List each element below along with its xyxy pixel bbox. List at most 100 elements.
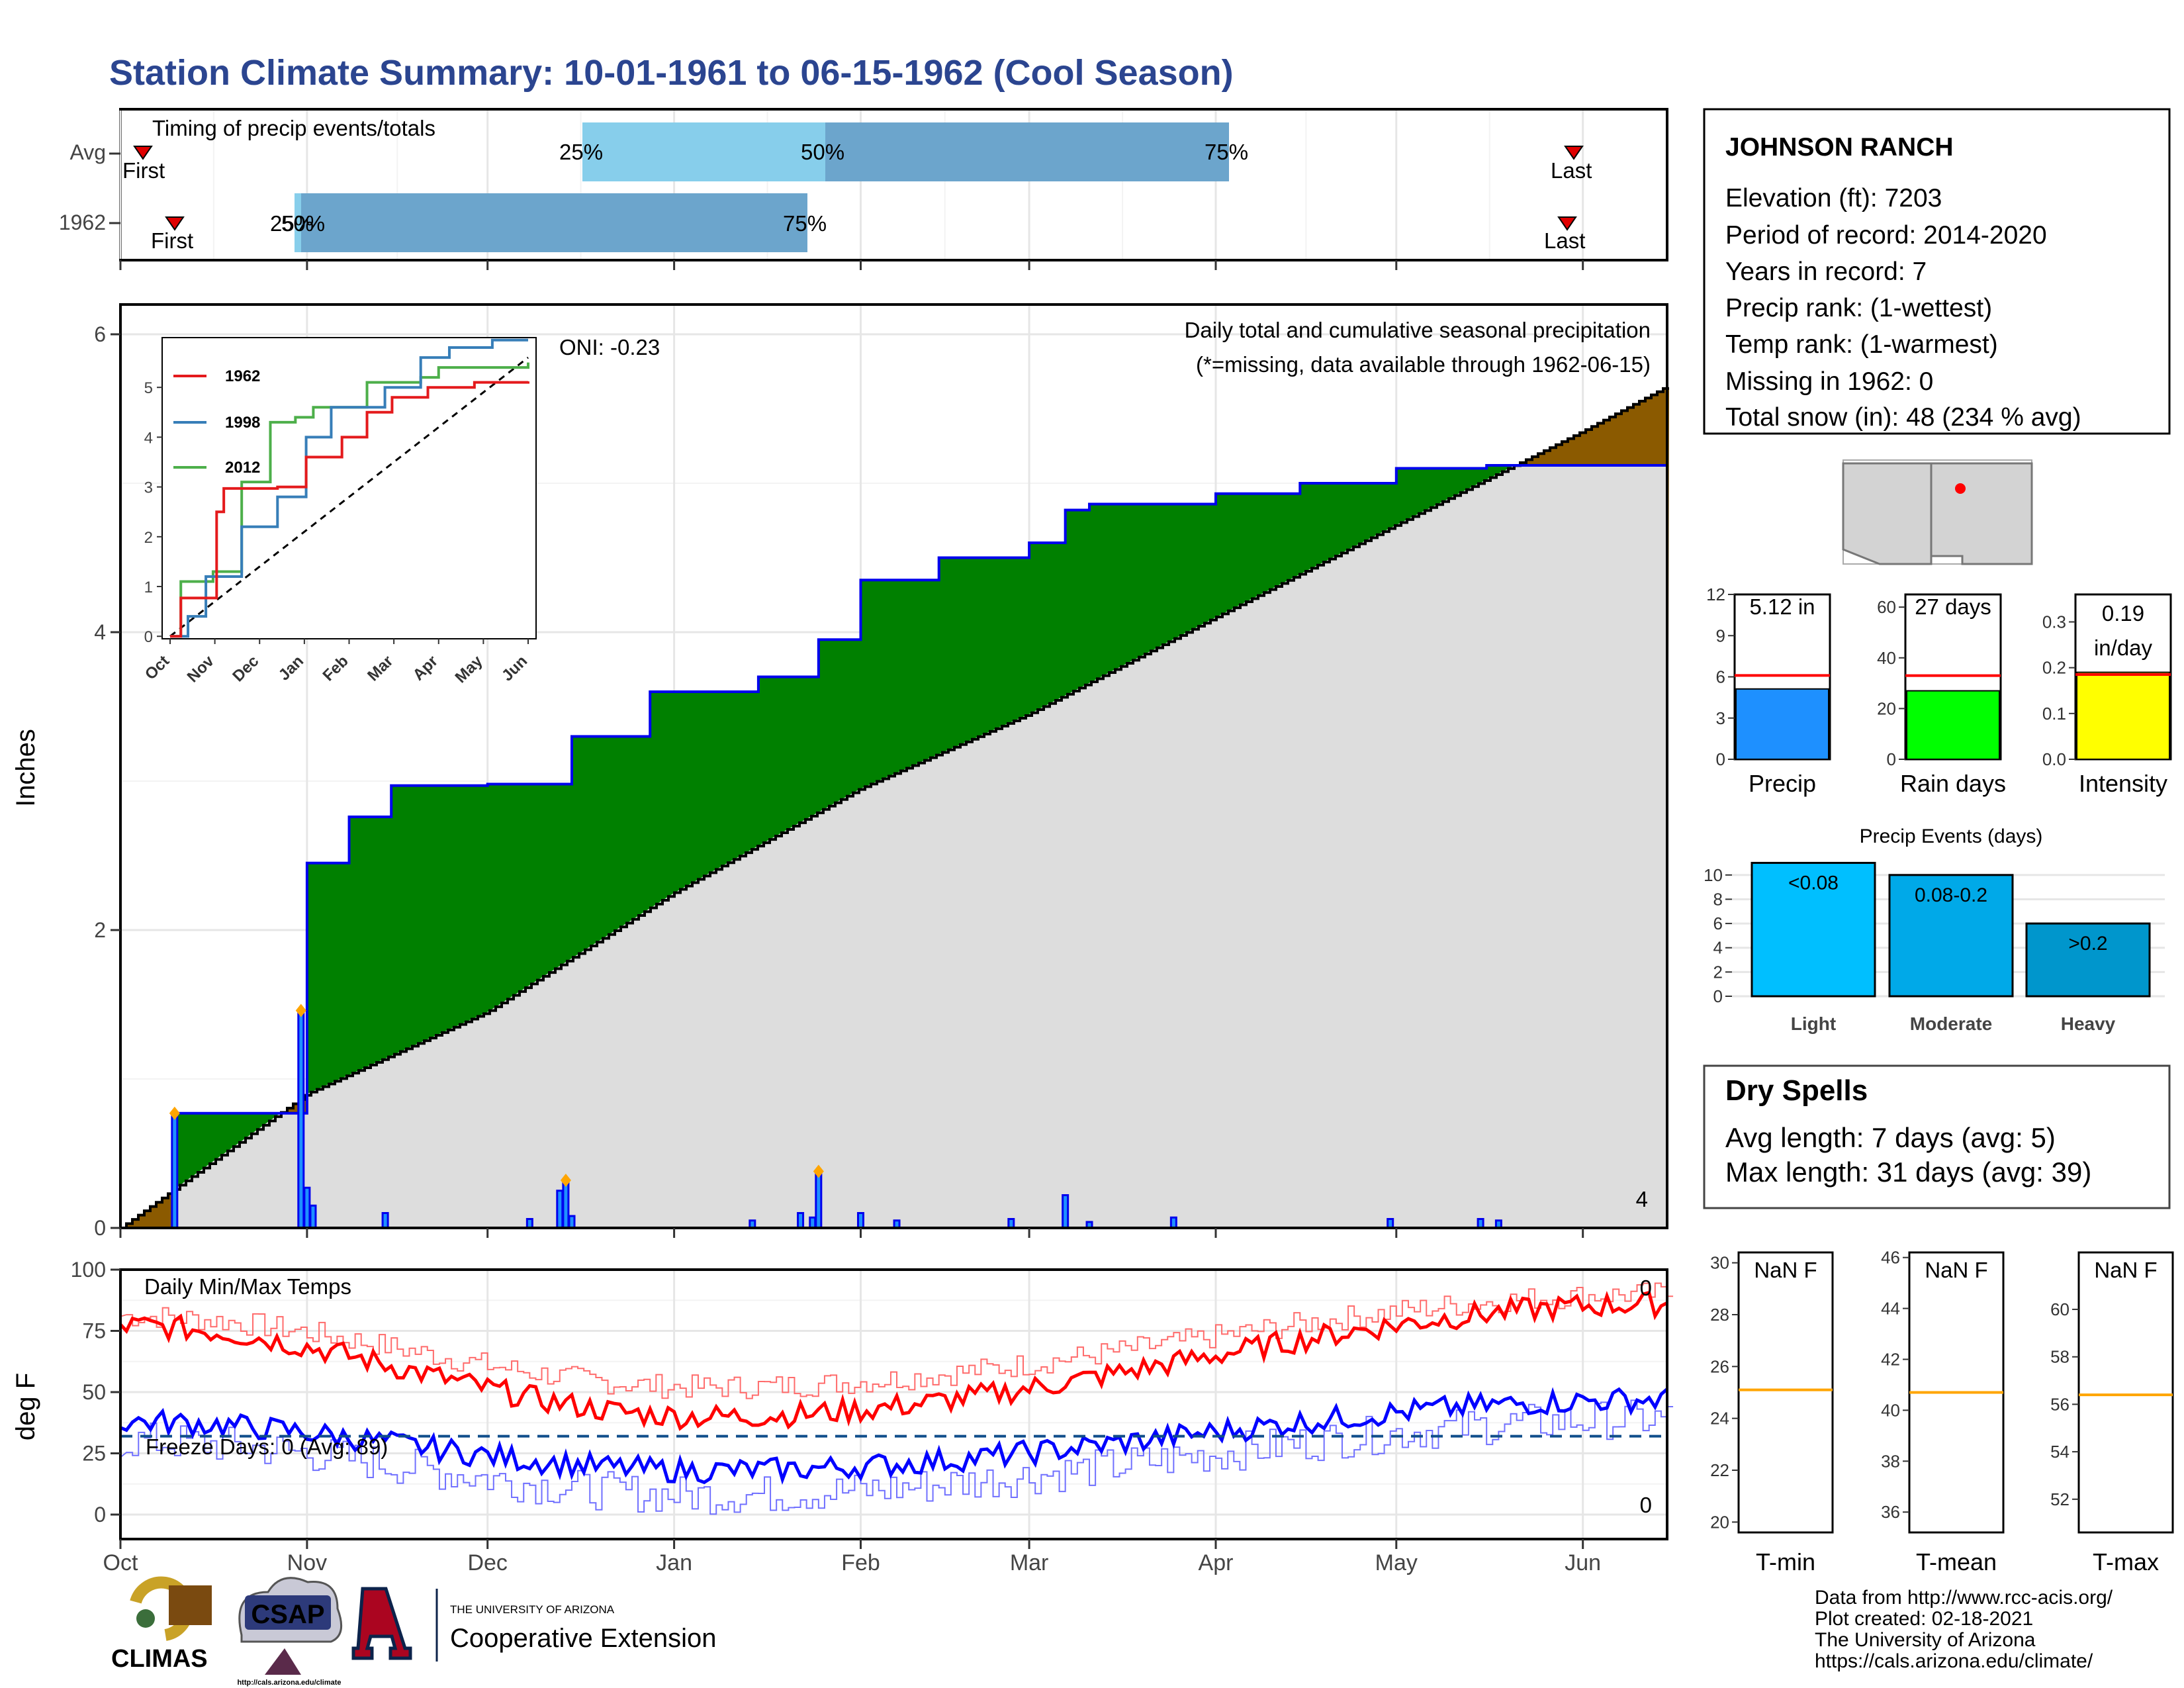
events-bar bbox=[1888, 874, 2014, 998]
temp-box-label: T-min bbox=[1756, 1548, 1815, 1575]
month-label: Nov bbox=[287, 1550, 327, 1575]
dry-spells-title: Dry Spells bbox=[1725, 1074, 1868, 1107]
station-line: Years in record: 7 bbox=[1725, 258, 1927, 286]
temp-box-value: NaN F bbox=[1925, 1258, 1987, 1282]
precip-axis: 0 2 4 6 bbox=[94, 322, 1584, 1240]
mini-bar-value: 5.12 in bbox=[1749, 594, 1815, 619]
temp-box-tick-label: 54 bbox=[2050, 1442, 2070, 1462]
mini-bar bbox=[1906, 690, 2000, 760]
inset-y-tick: 1 bbox=[144, 579, 153, 596]
cumulative-line bbox=[120, 464, 1667, 1229]
temp-title: Daily Min/Max Temps bbox=[144, 1274, 351, 1299]
avg-25-50-bar bbox=[582, 122, 825, 181]
y-tick-label: 2 bbox=[94, 918, 106, 942]
station-line: Missing in 1962: 0 bbox=[1725, 367, 1933, 396]
tmax-line bbox=[119, 1290, 1668, 1431]
temp-box-label: T-max bbox=[2093, 1548, 2159, 1575]
avg-50-label: 50% bbox=[801, 140, 844, 164]
yr-25-label: 25% bbox=[270, 211, 314, 236]
tmax-avg-line bbox=[120, 1282, 1674, 1399]
station-line: Period of record: 2014-2020 bbox=[1725, 221, 2047, 250]
yr-bar-light bbox=[295, 193, 301, 252]
events-category: Heavy bbox=[2061, 1013, 2116, 1034]
y-tick-label: 100 bbox=[71, 1258, 106, 1282]
month-label: Dec bbox=[467, 1550, 507, 1575]
daily-bar bbox=[525, 1218, 533, 1229]
events-content: 0 2 4 6 8 10 <0.08 Light 0.08-0.2 Moderate >0.2 Hea… bbox=[1704, 861, 2165, 1034]
station-name: JOHNSON RANCH bbox=[1725, 133, 1954, 162]
avg-50-75-bar bbox=[825, 122, 1229, 181]
timing-row-year: 1962 bbox=[59, 211, 106, 234]
events-tick-label: 2 bbox=[1713, 962, 1723, 982]
y-tick-label: 25 bbox=[82, 1442, 106, 1466]
month-labels: Oct Nov Dec Jan Feb Mar Apr May Jun bbox=[103, 1550, 1602, 1575]
csap-url: http://cals.arizona.edu/climate bbox=[237, 1679, 341, 1687]
daily-bar bbox=[797, 1212, 805, 1229]
events-bar-label: 0.08-0.2 bbox=[1915, 884, 1987, 906]
month-label: Jun bbox=[1565, 1550, 1601, 1575]
temp-box-tick-label: 58 bbox=[2050, 1347, 2070, 1367]
month-label: Apr bbox=[1199, 1550, 1234, 1575]
events-title: Precip Events (days) bbox=[1860, 825, 2043, 847]
temp-box-tick-label: 60 bbox=[2050, 1299, 2070, 1319]
avg-cumulative-line bbox=[120, 387, 1669, 1229]
mini-tick-label: 6 bbox=[1716, 667, 1725, 687]
summary-bars: 0 3 6 9 12 5.12 in Precip 0 20 40 60 27 days Rain da… bbox=[1706, 585, 2172, 797]
climas-text: CLIMAS bbox=[111, 1645, 208, 1673]
ua-big-text: Cooperative Extension bbox=[450, 1624, 716, 1653]
daily-bar bbox=[809, 1216, 817, 1229]
snow-marker bbox=[295, 1004, 306, 1017]
inset-legend-1998: 1998 bbox=[225, 414, 260, 432]
temp-box-tick-label: 38 bbox=[1881, 1451, 1900, 1471]
climas-logo: CLIMAS bbox=[111, 1576, 212, 1673]
mini-tick-label: 12 bbox=[1706, 585, 1725, 604]
daily-bar bbox=[556, 1190, 564, 1229]
ua-small-text: THE UNIVERSITY OF ARIZONA bbox=[450, 1603, 615, 1616]
temp-box-tick-label: 22 bbox=[1710, 1460, 1729, 1480]
inset-series-line bbox=[170, 338, 528, 638]
temp-ylabel: deg F bbox=[11, 1373, 40, 1440]
timing-title: Timing of precip events/totals bbox=[152, 116, 435, 140]
temp-box-frame bbox=[2077, 1251, 2174, 1534]
mini-bar-label: Precip bbox=[1749, 770, 1816, 797]
temp-box-label: T-mean bbox=[1916, 1548, 1997, 1575]
y-tick-label: 6 bbox=[94, 322, 106, 346]
daily-bar bbox=[856, 1212, 864, 1229]
cumulative-area bbox=[120, 465, 1667, 1228]
temp-box-tick-label: 36 bbox=[1881, 1502, 1900, 1522]
daily-bar bbox=[562, 1179, 570, 1229]
dry-spells: Dry Spells Avg length: 7 days (avg: 5) M… bbox=[1703, 1064, 2171, 1209]
temp-box-tick-label: 46 bbox=[1881, 1248, 1900, 1268]
daily-bar bbox=[1387, 1218, 1394, 1229]
month-label: Mar bbox=[1010, 1550, 1049, 1575]
temp-box-tick-label: 30 bbox=[1710, 1253, 1729, 1273]
mini-tick-label: 0.3 bbox=[2042, 612, 2066, 632]
avg-25-label: 25% bbox=[559, 140, 603, 164]
mini-tick-label: 20 bbox=[1877, 698, 1896, 718]
mini-tick-label: 9 bbox=[1716, 626, 1725, 645]
temp-panel: 0 25 50 75 100 Daily Min/Max Temps Freeze Da… bbox=[11, 1258, 1674, 1575]
y-tick-label: 4 bbox=[94, 620, 106, 644]
events-bar bbox=[2025, 922, 2151, 998]
daily-bar bbox=[1062, 1194, 1069, 1229]
avg-first-label: First bbox=[122, 158, 165, 183]
credit-line: The University of Arizona bbox=[1815, 1629, 2036, 1651]
temp-frame bbox=[119, 1268, 1668, 1540]
daily-bar bbox=[1169, 1216, 1177, 1229]
avg-first-marker bbox=[133, 146, 153, 160]
footer-credits: Data from http://www.rcc-acis.org/ Plot … bbox=[1815, 1587, 2113, 1672]
inset-legend-2012: 2012 bbox=[225, 459, 260, 477]
credit-line: https://cals.arizona.edu/climate/ bbox=[1815, 1650, 2093, 1672]
credit-line: Data from http://www.rcc-acis.org/ bbox=[1815, 1587, 2113, 1609]
temp-box-frame bbox=[1737, 1251, 1834, 1534]
snow-marker bbox=[560, 1174, 571, 1187]
oni-label: ONI: -0.23 bbox=[559, 335, 660, 359]
precip-ylabel: Inches bbox=[11, 729, 40, 807]
inset-y-tick: 5 bbox=[144, 379, 153, 397]
precip-frame bbox=[119, 303, 1668, 1229]
avg-last-label: Last bbox=[1551, 158, 1592, 183]
mini-bar-value: in/day bbox=[2094, 635, 2153, 660]
daily-bar bbox=[303, 1186, 311, 1229]
precip-subtitle: (*=missing, data available through 1962-… bbox=[1196, 352, 1651, 377]
location-map bbox=[1842, 459, 2033, 565]
